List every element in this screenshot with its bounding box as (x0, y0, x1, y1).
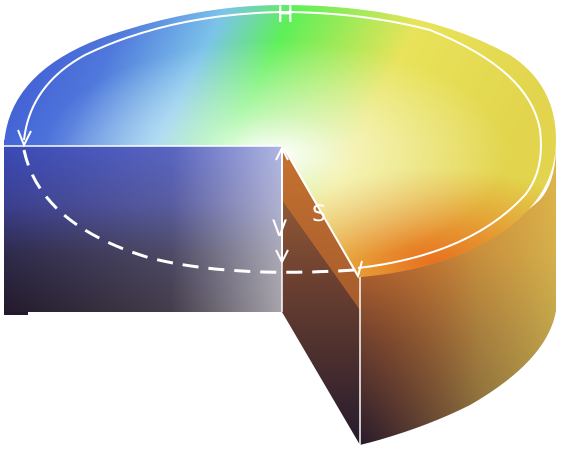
top-white-center (4, 5, 556, 277)
hue-label: H (277, 3, 294, 28)
cut-face-front-top (282, 146, 360, 310)
cut-face-left-highlight (4, 146, 282, 312)
hue-arrow-head (17, 129, 32, 148)
saturation-arrow-head (349, 260, 363, 279)
saturation-label: S (312, 202, 326, 227)
hue-arc (23, 10, 542, 269)
cylinder-right-wall-tint (360, 150, 556, 445)
saturation-line (283, 147, 359, 277)
value-arrow-top (275, 145, 289, 161)
value-label: V (272, 217, 287, 242)
